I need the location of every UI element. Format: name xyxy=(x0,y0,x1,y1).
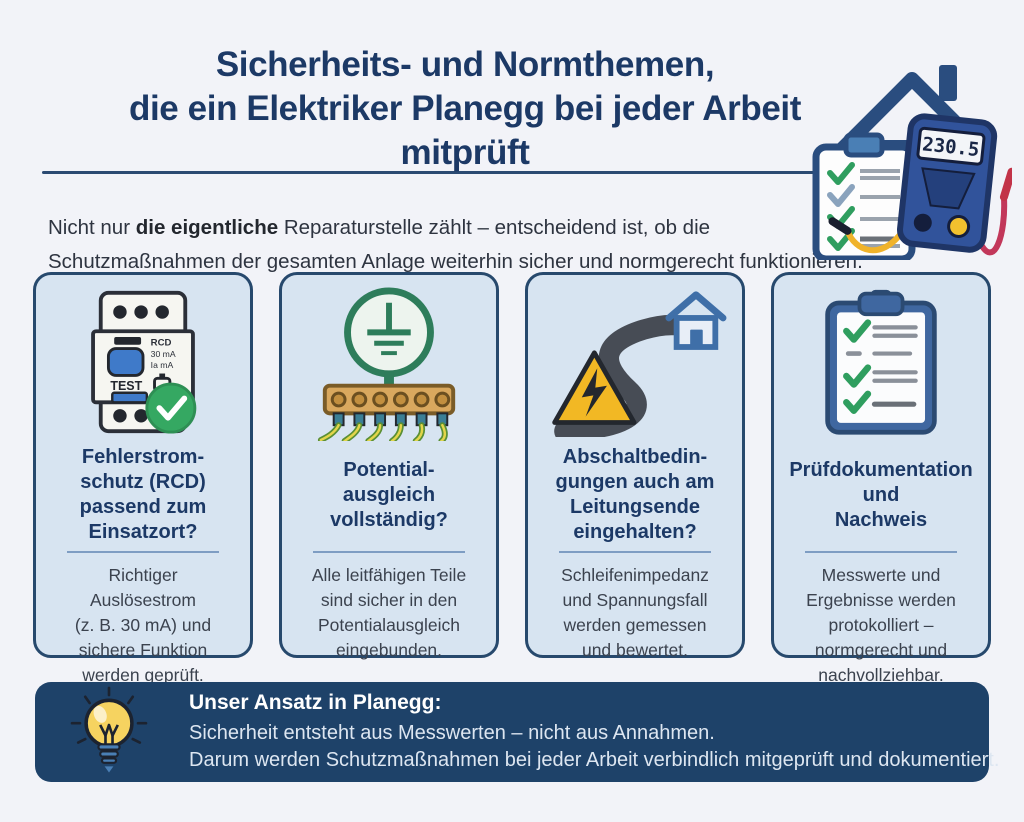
earth-wires xyxy=(317,422,448,441)
electric-warning-triangle-icon xyxy=(552,350,637,425)
approach-text: Unser Ansatz in Planegg: Sicherheit ents… xyxy=(189,691,999,774)
card-potentialausgleich-body: Alle leitfähigen Teile sind sicher in de… xyxy=(311,565,467,660)
card-pruefdokumentation-title: Prüfdokumentation und Nachweis xyxy=(789,458,973,531)
card-abschaltbedingungen: Abschaltbedin- gungen auch am Leitungsen… xyxy=(525,272,745,660)
card-pruefdokumentation-icon-area xyxy=(784,287,978,437)
card-divider xyxy=(559,551,711,553)
page-title: Sicherheits- und Normthemen, die ein Ele… xyxy=(50,43,880,175)
rcd-rating2: Ia mA xyxy=(151,360,174,370)
rcd-breaker-icon: RCD 30 mA Ia mA TEST xyxy=(91,290,197,434)
busbar-clamps xyxy=(332,412,449,427)
card-rcd: RCD 30 mA Ia mA TEST Fehlerstrom- schutz… xyxy=(33,272,253,685)
card-rcd-body: Richtiger Auslösestrom (z. B. 30 mA) und… xyxy=(74,565,212,685)
multimeter-icon: 230.5 xyxy=(828,113,1012,256)
card-divider xyxy=(313,551,465,553)
card-divider xyxy=(805,551,957,553)
card-abschaltbedingungen-title: Abschaltbedin- gungen auch am Leitungsen… xyxy=(555,446,715,543)
check-badge-icon xyxy=(145,382,197,434)
card-potentialausgleich-title: Potential- ausgleich vollständig? xyxy=(330,458,448,531)
intro-line1-bold: die eigentliche xyxy=(135,215,279,239)
checklist-clipboard-icon xyxy=(812,132,916,260)
small-house-icon xyxy=(665,291,727,350)
card-pruefdokumentation: Prüfdokumentation und Nachweis Messwerte… xyxy=(771,272,991,685)
card-potentialausgleich: Potential- ausgleich vollständig? Alle l… xyxy=(279,272,499,660)
rcd-label: RCD xyxy=(151,338,172,349)
rcd-rating1: 30 mA xyxy=(151,349,176,359)
approach-line1: Sicherheit entsteht aus Messwerten – nic… xyxy=(189,721,715,744)
card-rcd-title: Fehlerstrom- schutz (RCD) passend zum Ei… xyxy=(79,446,207,543)
intro-line1-pre: Nicht nur xyxy=(48,215,136,239)
card-pruefdokumentation-body: Messwerte und Ergebnisse werden protokol… xyxy=(806,565,956,685)
card-potentialausgleich-icon-area xyxy=(292,287,486,441)
test-report-clipboard-icon xyxy=(825,289,937,435)
approach-line2: Darum werden Schutzmaßnahmen bei jeder A… xyxy=(189,748,1000,771)
card-abschaltbedingungen-icon-area xyxy=(538,287,732,437)
page-title-line3: mitprüft xyxy=(400,133,530,173)
lightbulb-icon xyxy=(70,686,148,773)
rcd-test-label: TEST xyxy=(110,379,142,393)
checklist-rows xyxy=(843,319,918,414)
topic-cards: RCD 30 mA Ia mA TEST Fehlerstrom- schutz… xyxy=(33,272,991,685)
page-title-line1: Sicherheits- und Normthemen, xyxy=(215,45,715,85)
intro-text: Nicht nur die eigentliche Reparaturstell… xyxy=(48,211,878,279)
intro-line2: Schutzmaßnahmen der gesamten Anlage weit… xyxy=(48,249,863,273)
earthing-busbar-icon xyxy=(317,287,456,441)
approach-heading: Unser Ansatz in Planegg: xyxy=(189,690,442,714)
card-divider xyxy=(67,551,219,553)
card-rcd-icon-area: RCD 30 mA Ia mA TEST xyxy=(46,287,240,437)
approach-banner: Unser Ansatz in Planegg: Sicherheit ents… xyxy=(35,682,999,782)
card-abschaltbedingungen-body: Schleifenimpedanz und Spannungsfall werd… xyxy=(561,565,709,660)
house-clipboard-multimeter-icon: 230.5 xyxy=(812,65,1012,260)
title-divider xyxy=(42,171,848,174)
page-title-line2: die ein Elektriker Planegg bei jeder Arb… xyxy=(128,89,802,129)
intro-line1-post: Reparaturstelle zählt – entscheidend ist… xyxy=(278,215,711,239)
cable-run-to-house-icon xyxy=(552,291,727,437)
